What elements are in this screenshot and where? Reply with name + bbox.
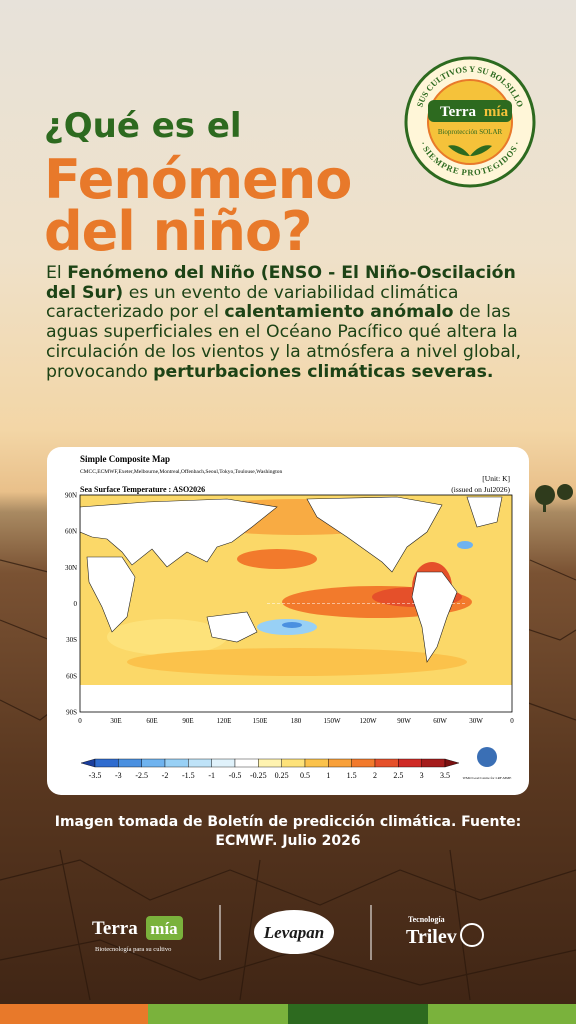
colorbar-end: [444, 758, 460, 768]
logo-brand-a: Terra: [440, 104, 477, 120]
footer-brand-a: Terra: [92, 918, 138, 939]
colorbar-label: 3.5: [440, 771, 450, 780]
map-issued: (issued on Jul2026): [451, 485, 510, 494]
colorbar-label: -0.5: [229, 771, 242, 780]
logo-sub: Bioprotección SOLAR: [438, 128, 503, 136]
lon-label: 0: [78, 717, 82, 725]
body-run: es un evento de variabilidad climática c…: [46, 282, 459, 323]
lon-label: 150E: [253, 717, 268, 725]
footer-brand-sub: Biotecnología para su cultivo: [95, 946, 171, 953]
sst-map: Simple Composite Map CMCC,ECMWF,Exeter,M…: [65, 454, 514, 780]
lat-label: 60N: [65, 528, 77, 536]
lon-label: 90W: [397, 717, 411, 725]
colorbar-segment: [188, 758, 212, 768]
colorbar-segment: [328, 758, 352, 768]
caption: Imagen tomada de Boletín de predicción c…: [54, 814, 522, 849]
lon-label: 180: [291, 717, 302, 725]
body-text: El Fenómeno del Niño (ENSO - El Niño-Osc…: [46, 263, 534, 382]
colorbar-segment: [94, 758, 119, 768]
footer-levapan: Levapan: [263, 923, 324, 942]
lon-label: 60E: [146, 717, 157, 725]
logo-brand-b: mía: [484, 104, 509, 120]
colorbar-segment: [258, 758, 282, 768]
colorbar-label: 3: [420, 771, 424, 780]
lon-label: 120W: [359, 717, 377, 725]
heading-line: Fenómeno: [44, 148, 352, 211]
colorbar-segment: [421, 758, 446, 768]
colorbar-segment: [164, 758, 189, 768]
colorbar-segment: [141, 758, 166, 768]
colorbar-label: 0.5: [300, 771, 310, 780]
colorbar-label: -2: [162, 771, 169, 780]
lon-label: 120E: [217, 717, 232, 725]
lon-label: 30W: [469, 717, 483, 725]
colorbar-label: -0.25: [250, 771, 267, 780]
colorbar-end: [80, 758, 96, 768]
lon-label: 30E: [110, 717, 121, 725]
map-variable: Sea Surface Temperature : ASO2026: [80, 485, 205, 494]
lat-label: 30N: [65, 564, 77, 572]
colorbar-label: -1.5: [182, 771, 195, 780]
lat-label: 30S: [66, 636, 77, 644]
colorbar-segment: [304, 758, 329, 768]
colorbar-label: 2: [373, 771, 377, 780]
lat-label: 90N: [65, 492, 77, 500]
footer-trilev: Trilev: [406, 926, 457, 948]
footer-brand-b: mía: [150, 919, 178, 938]
colorbar-segment: [118, 758, 142, 768]
colorbar-segment: [398, 758, 422, 768]
colorbar-segment: [374, 758, 399, 768]
map-unit: [Unit: K]: [482, 474, 510, 483]
lon-label: 150W: [323, 717, 341, 725]
colorbar-segment: [351, 758, 376, 768]
footer-logos: Terra mía Biotecnología para su cultivo …: [92, 905, 484, 960]
lat-label: 60S: [66, 672, 77, 680]
colorbar-label: 0.25: [275, 771, 289, 780]
body-run: El: [46, 263, 68, 283]
colorbar-segment: [281, 758, 306, 768]
body-bold: Fenómeno del Niño (ENSO - El Niño-Oscila…: [46, 263, 516, 303]
colorbar-segment: [234, 758, 259, 768]
colorbar-label: -3: [115, 771, 122, 780]
body-bold: perturbaciones climáticas severas.: [153, 361, 494, 382]
body-run: de las aguas superficiales en el Océano …: [46, 302, 522, 382]
lon-label: 60W: [433, 717, 447, 725]
colorbar-label: 1: [326, 771, 330, 780]
lat-label: 90S: [66, 709, 77, 717]
body-bold: calentamiento anómalo: [224, 302, 454, 323]
lat-label: 0: [74, 600, 78, 608]
footer-tec: Tecnología: [408, 915, 445, 924]
colorbar-label: -3.5: [89, 771, 102, 780]
map-centers: CMCC,ECMWF,Exeter,Melbourne,Montreal,Off…: [80, 468, 283, 475]
lon-label: 0: [510, 717, 514, 725]
colorbar-label: -1: [208, 771, 215, 780]
heading-line: del niño?: [44, 200, 312, 263]
lon-label: 90E: [182, 717, 193, 725]
map-title: Simple Composite Map: [80, 454, 170, 464]
heading-line: ¿Qué es el: [44, 106, 242, 146]
colorbar-label: -2.5: [135, 771, 148, 780]
colorbar-label: 2.5: [393, 771, 403, 780]
wmo-label: WMO Lead Centre for LRF-MME: [463, 776, 512, 780]
colorbar-segment: [211, 758, 236, 768]
colorbar-label: 1.5: [347, 771, 357, 780]
logo-badge: SUS CULTIVOS Y SU BOLSILLO · SIEMPRE PRO…: [404, 56, 536, 188]
map-card: Simple Composite Map CMCC,ECMWF,Exeter,M…: [47, 447, 529, 795]
